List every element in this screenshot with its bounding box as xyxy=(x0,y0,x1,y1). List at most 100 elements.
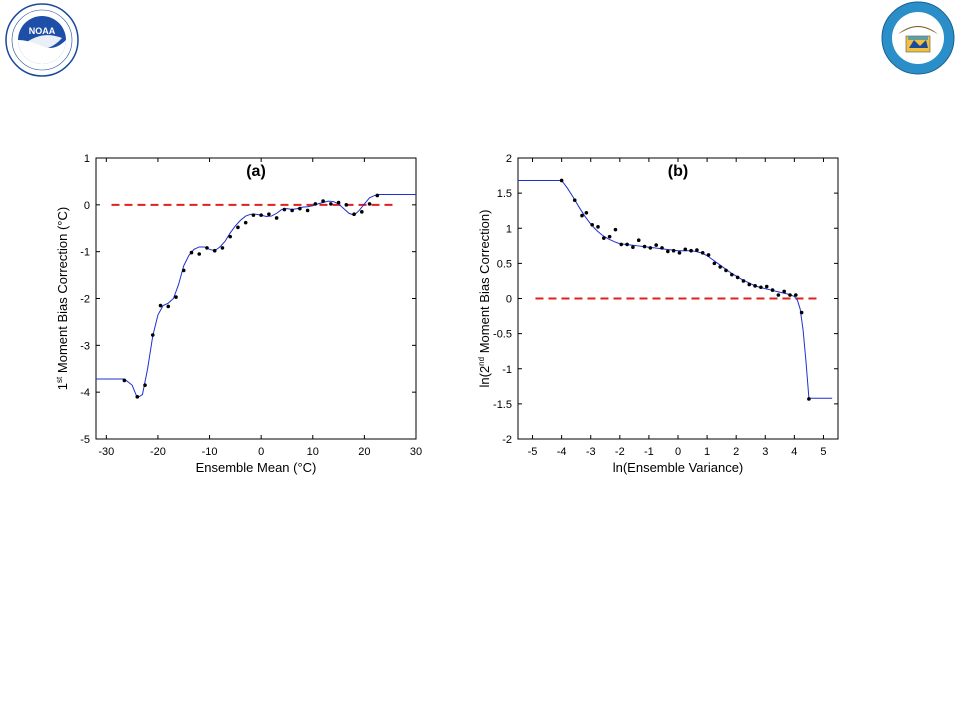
data-point xyxy=(788,293,792,297)
data-point xyxy=(807,397,811,401)
x-tick-label: -10 xyxy=(202,446,218,458)
data-point xyxy=(122,378,127,383)
data-point xyxy=(596,225,600,229)
data-point xyxy=(602,236,606,240)
data-point xyxy=(375,193,380,198)
data-point xyxy=(776,293,781,297)
fit-curve xyxy=(518,179,833,399)
data-point xyxy=(590,222,594,227)
data-point xyxy=(352,212,356,216)
data-point xyxy=(259,213,263,217)
y-tick-label: 1.5 xyxy=(497,188,512,200)
x-tick-label: -1 xyxy=(644,446,654,458)
y-tick-label: 1 xyxy=(84,153,90,165)
y-tick-label: 0 xyxy=(506,294,512,306)
data-point xyxy=(174,295,178,299)
x-tick-label: -5 xyxy=(528,446,538,458)
x-tick-label: 20 xyxy=(358,446,370,458)
y-tick-label: 2 xyxy=(506,153,512,165)
data-point xyxy=(290,208,294,213)
data-point xyxy=(150,333,155,337)
y-tick-label: -5 xyxy=(80,434,90,446)
department-of-commerce-seal-icon xyxy=(881,1,955,75)
data-point xyxy=(181,268,186,273)
y-tick-label: 0 xyxy=(84,200,90,212)
data-point xyxy=(584,210,589,215)
data-point xyxy=(642,244,647,249)
data-point xyxy=(794,293,798,297)
data-point xyxy=(666,249,670,254)
data-point xyxy=(706,253,711,257)
data-point xyxy=(770,288,775,292)
x-tick-label: -4 xyxy=(557,446,567,458)
data-point xyxy=(648,246,653,250)
y-axis-label-part: 1 xyxy=(55,383,70,390)
data-point xyxy=(724,268,728,273)
data-point xyxy=(559,178,564,183)
y-axis-label: ln(2nd Moment Bias Correction) xyxy=(477,210,492,388)
data-point xyxy=(228,234,232,239)
noaa-logo-icon: NOAA xyxy=(5,3,79,77)
y-tick-label: -1 xyxy=(80,247,90,259)
data-point xyxy=(799,310,804,315)
data-point xyxy=(166,304,171,309)
y-tick-label: -1.5 xyxy=(493,399,512,411)
y-tick-label: 1 xyxy=(506,223,512,235)
y-axis-label-part: Moment Bias Correction) xyxy=(477,210,492,357)
data-point xyxy=(782,289,786,294)
data-point xyxy=(735,275,740,280)
data-point xyxy=(220,246,225,250)
data-point xyxy=(336,200,341,205)
y-axis-label-part: ln(2 xyxy=(477,366,492,388)
data-point xyxy=(344,203,349,207)
data-point xyxy=(619,242,624,247)
data-point xyxy=(212,248,217,253)
x-tick-label: -2 xyxy=(615,446,625,458)
data-point xyxy=(282,207,287,212)
data-point xyxy=(197,252,202,256)
data-point xyxy=(700,251,705,255)
y-tick-label: -3 xyxy=(80,340,90,352)
panel-title: (b) xyxy=(668,163,688,180)
y-axis-label-part: Moment Bias Correction (°C) xyxy=(55,207,70,377)
x-tick-label: 10 xyxy=(307,446,319,458)
x-tick-label: 3 xyxy=(762,446,768,458)
data-point xyxy=(671,248,676,253)
data-point xyxy=(274,216,279,220)
data-point xyxy=(143,383,147,387)
data-point xyxy=(764,284,769,289)
data-point xyxy=(759,285,763,290)
x-tick-label: -3 xyxy=(586,446,596,458)
data-point xyxy=(360,210,364,214)
x-tick-label: 2 xyxy=(733,446,739,458)
data-point xyxy=(712,261,717,266)
data-point xyxy=(753,284,757,288)
data-point xyxy=(580,213,584,218)
data-point xyxy=(367,202,372,206)
data-point xyxy=(741,279,746,283)
y-tick-label: -1 xyxy=(502,364,512,376)
data-point xyxy=(660,246,664,250)
data-point xyxy=(695,248,699,252)
x-tick-label: -30 xyxy=(98,446,114,458)
y-tick-label: -4 xyxy=(80,387,90,399)
data-point xyxy=(607,234,612,239)
data-point xyxy=(654,243,658,247)
data-point xyxy=(625,242,629,247)
data-point xyxy=(613,227,618,232)
data-point xyxy=(205,246,209,250)
data-point xyxy=(313,202,318,206)
y-tick-label: -2 xyxy=(80,294,90,306)
x-tick-label: 30 xyxy=(410,446,422,458)
y-axis-label-superscript: st xyxy=(55,376,64,383)
data-point xyxy=(158,303,163,308)
fit-curve xyxy=(96,194,416,399)
x-tick-label: -20 xyxy=(150,446,166,458)
data-point xyxy=(636,238,641,242)
chart-panel-0: -30 -20 -10 0 10 20 30-5-4-3-2-101(a)Ensemble … xyxy=(55,153,422,475)
x-tick-label: 4 xyxy=(791,446,797,458)
data-point xyxy=(677,251,682,255)
data-point xyxy=(243,220,248,225)
data-point xyxy=(572,198,577,202)
